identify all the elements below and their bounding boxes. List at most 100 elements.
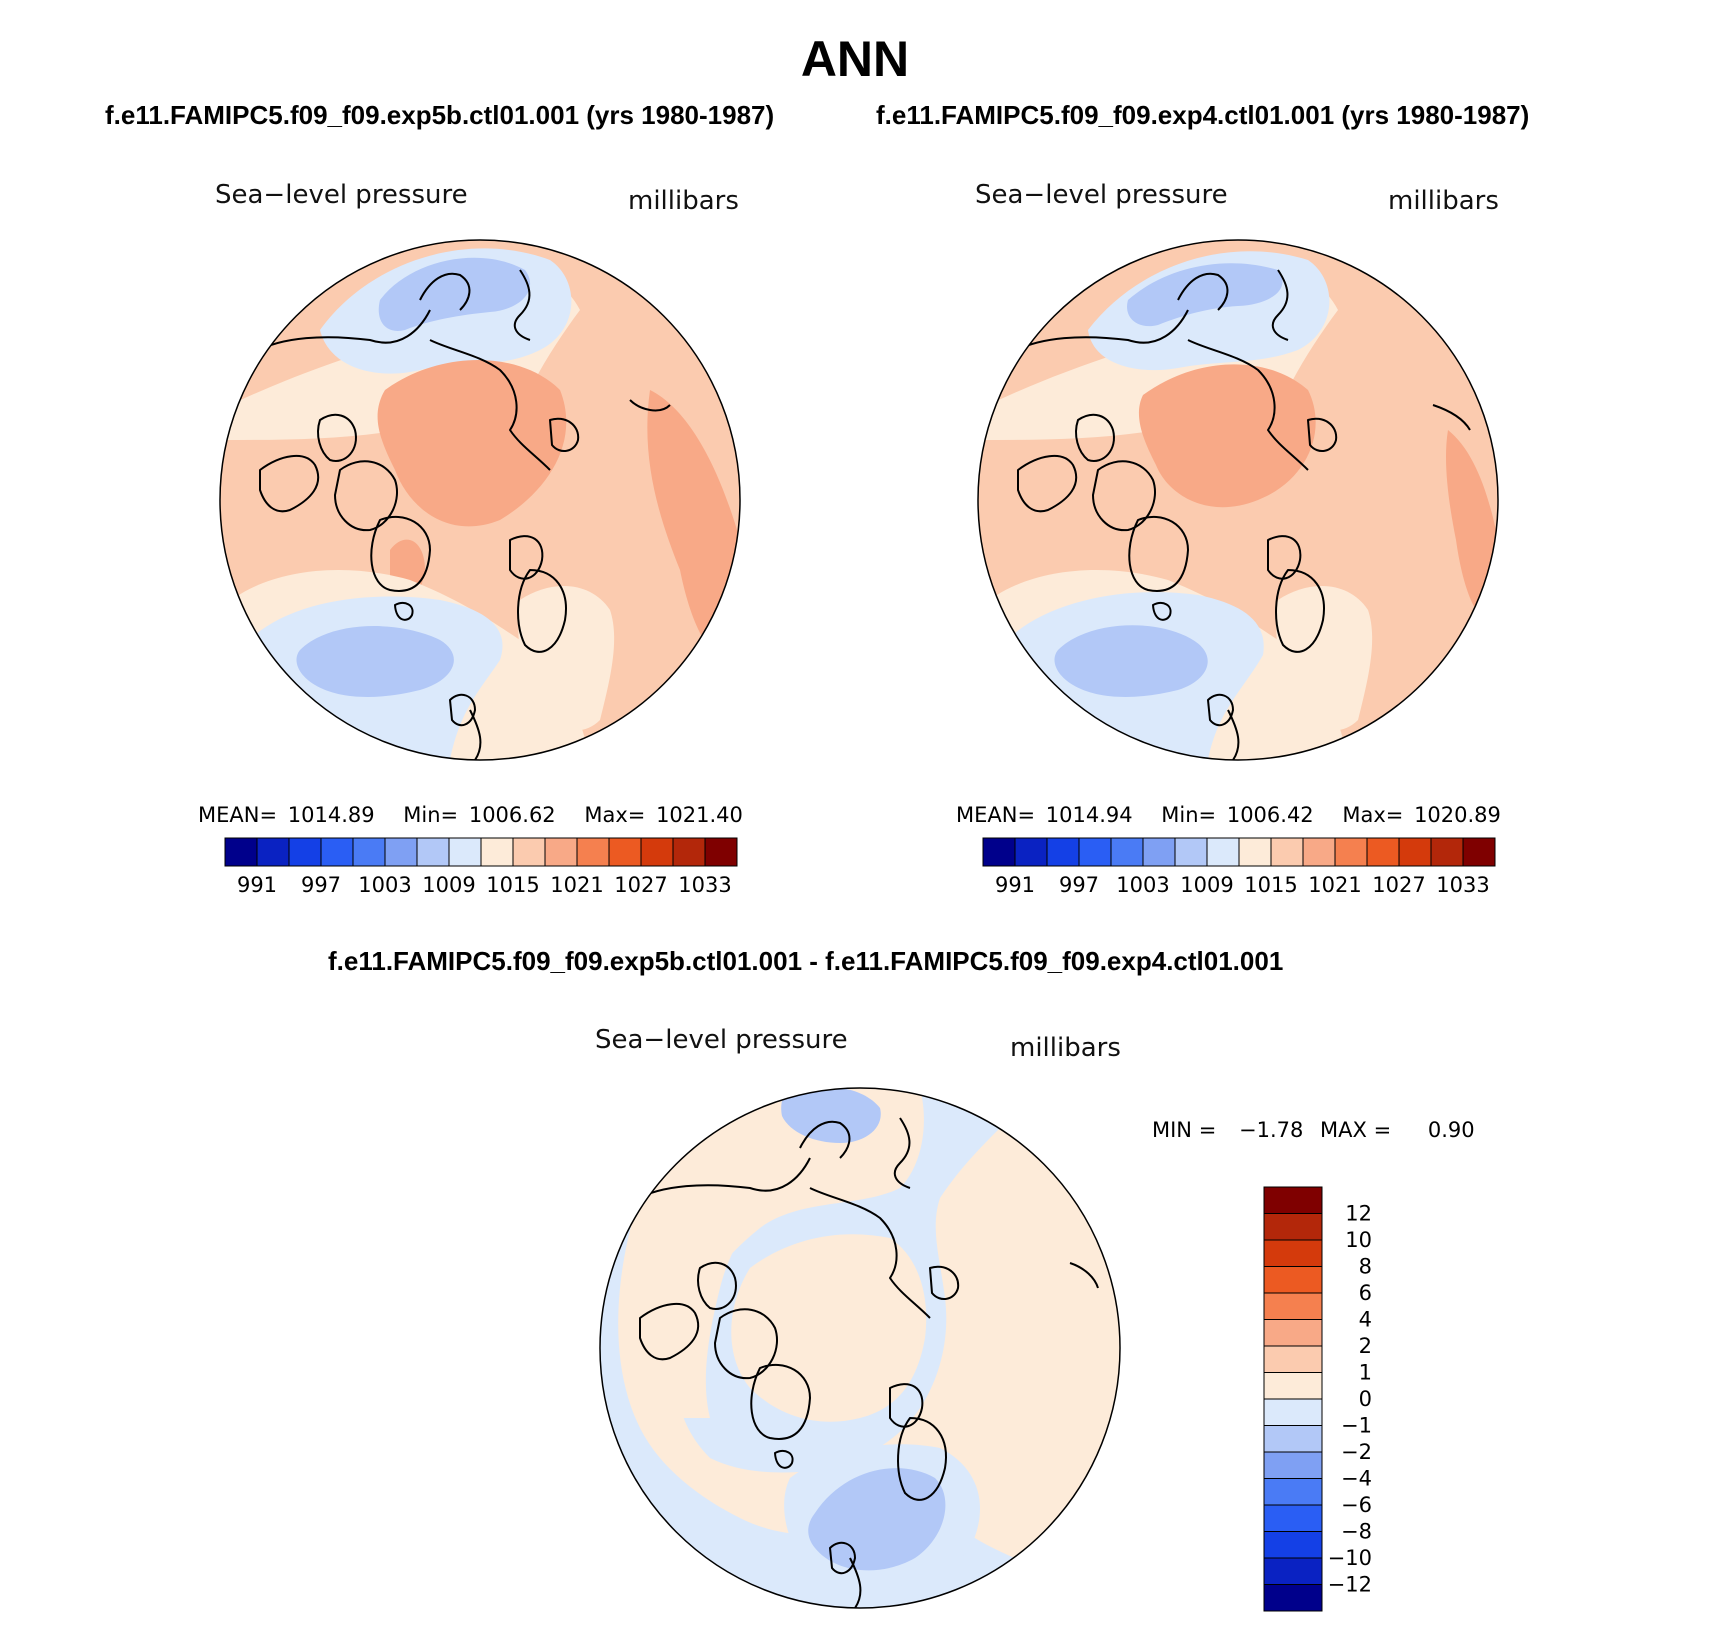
colorbar-swatch [1263, 1504, 1323, 1532]
colorbar-swatch [608, 837, 642, 867]
colorbar-swatch [1046, 837, 1080, 867]
colorbar-swatch [1398, 837, 1432, 867]
map-positive-arctic [731, 1234, 927, 1422]
map-negative-scandinavia-core [808, 1468, 946, 1571]
panel-right-variable: Sea−level pressure [975, 180, 1228, 210]
panel-left-stats: MEAN= 1014.89 Min= 1006.62 Max= 1021.40 [198, 803, 747, 827]
colorbar-swatch [288, 837, 322, 867]
panel-left-max-label: Max= [584, 803, 646, 827]
map-lowpressure-pacific-core [378, 257, 531, 331]
panel-left-min-label: Min= [403, 803, 459, 827]
colorbar-tick-label: 2 [1359, 1334, 1372, 1358]
colorbar-swatch [1270, 837, 1304, 867]
colorbar-swatch [982, 837, 1016, 867]
colorbar-tick-label: −1 [1341, 1414, 1372, 1438]
difference-max: 0.90 [1427, 1118, 1475, 1142]
panel-right-min: 1006.42 [1226, 803, 1314, 827]
panel-right-case-title: f.e11.FAMIPC5.f09_f09.exp4.ctl01.001 (yr… [876, 100, 1530, 130]
difference-units: millibars [1010, 1033, 1121, 1063]
colorbar-swatch [1334, 837, 1368, 867]
panel-right-max-label: Max= [1342, 803, 1404, 827]
colorbar-tick-label: 1033 [678, 873, 731, 897]
map-coastlines [629, 1117, 1099, 1608]
colorbar-swatch [1110, 837, 1144, 867]
colorbar-swatch [448, 837, 482, 867]
colorbar-swatch [1263, 1186, 1323, 1214]
panel-left-min: 1006.62 [468, 803, 556, 827]
colorbar-tick-label: 1003 [1116, 873, 1169, 897]
difference-max-label: MAX = [1320, 1118, 1392, 1142]
colorbar-tick-label: 12 [1345, 1202, 1372, 1226]
colorbar-swatch [1263, 1239, 1323, 1267]
colorbar-tick-label: 1009 [422, 873, 475, 897]
map-highpressure-siberia [647, 390, 740, 662]
panel-left-case-title: f.e11.FAMIPC5.f09_f09.exp5b.ctl01.001 (y… [105, 100, 775, 130]
colorbar-swatch [480, 837, 514, 867]
colorbar-tick-label: 997 [1059, 873, 1099, 897]
map-positive-pacific-strip [672, 1188, 780, 1418]
colorbar-swatch [256, 837, 290, 867]
colorbar-tick-label: 1027 [614, 873, 667, 897]
colorbar-swatch [544, 837, 578, 867]
colorbar-swatch [1366, 837, 1400, 867]
difference-min: −1.78 [1238, 1118, 1304, 1142]
panel-left-map [219, 239, 741, 761]
colorbar-swatch [1206, 837, 1240, 867]
panel-right-mean-label: MEAN= [956, 803, 1036, 827]
colorbar-tick-label: −10 [1328, 1546, 1372, 1570]
colorbar-tick-label: 1021 [1308, 873, 1361, 897]
colorbar-swatch [640, 837, 674, 867]
colorbar-tick-label: 8 [1359, 1255, 1372, 1279]
difference-title: f.e11.FAMIPC5.f09_f09.exp5b.ctl01.001 - … [328, 946, 1284, 976]
difference-map [599, 1087, 1121, 1609]
colorbar-swatch [704, 837, 738, 867]
colorbar-tick-label: 991 [237, 873, 277, 897]
colorbar-swatch [1142, 837, 1176, 867]
colorbar-swatch [1078, 837, 1112, 867]
map-scandinavia-cream [1276, 586, 1373, 731]
panel-right-units: millibars [1388, 186, 1499, 216]
panel-right-max: 1020.89 [1414, 803, 1501, 827]
colorbar-swatch [384, 837, 418, 867]
colorbar-swatch [1263, 1425, 1323, 1453]
colorbar-tick-label: 997 [301, 873, 341, 897]
colorbar-swatch [224, 837, 258, 867]
difference-variable: Sea−level pressure [595, 1025, 848, 1055]
colorbar-tick-label: 1021 [550, 873, 603, 897]
colorbar-swatch [1263, 1584, 1323, 1612]
panel-left-mean-label: MEAN= [198, 803, 278, 827]
colorbar-tick-label: 1015 [1244, 873, 1297, 897]
colorbar-tick-label: 1027 [1372, 873, 1425, 897]
map-lowpressure-atlantic-core [296, 626, 454, 697]
map-highpressure-arctic [377, 360, 567, 527]
colorbar-swatch [1430, 837, 1464, 867]
panel-right-stats: MEAN= 1014.94 Min= 1006.42 Max= 1020.89 [956, 803, 1505, 827]
figure-title: ANN [800, 31, 910, 87]
colorbar-swatch [352, 837, 386, 867]
colorbar-swatch [1014, 837, 1048, 867]
colorbar-tick-label: −6 [1341, 1493, 1372, 1517]
panel-left-max: 1021.40 [656, 803, 743, 827]
panel-left-colorbar: 991 997 1003 1009 1015 1021 1027 1033 [224, 837, 738, 897]
difference-stats: MIN = −1.78 MAX = 0.90 [1152, 1118, 1479, 1142]
colorbar-swatch [1263, 1319, 1323, 1347]
map-boundary [599, 1087, 1121, 1609]
panel-left-mean: 1014.89 [287, 803, 375, 827]
colorbar-swatch [1263, 1451, 1323, 1479]
colorbar-tick-label: 1 [1359, 1361, 1372, 1385]
colorbar-tick-label: 1033 [1436, 873, 1489, 897]
map-highpressure-siberia [1445, 430, 1498, 622]
difference-min-label: MIN = [1152, 1118, 1217, 1142]
colorbar-tick-label: 0 [1359, 1387, 1372, 1411]
panel-left-units: millibars [628, 186, 739, 216]
colorbar-tick-label: 1009 [1180, 873, 1233, 897]
panel-right-mean: 1014.94 [1045, 803, 1133, 827]
colorbar-swatch [1263, 1478, 1323, 1506]
map-scandinavia-cream [518, 586, 615, 731]
colorbar-tick-label: 1003 [358, 873, 411, 897]
colorbar-swatch [576, 837, 610, 867]
colorbar-tick-label: 991 [995, 873, 1035, 897]
colorbar-swatch [1462, 837, 1496, 867]
map-lowpressure-atlantic-core [1054, 625, 1208, 697]
